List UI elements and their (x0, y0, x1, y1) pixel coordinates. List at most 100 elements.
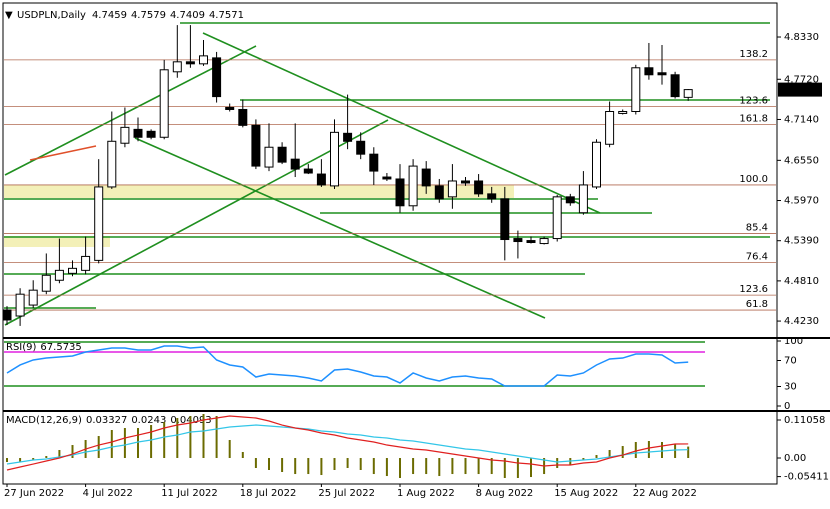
candle-body (631, 67, 641, 112)
candle-body (421, 168, 431, 187)
fib-label: 138.2 (739, 49, 768, 60)
candle-body (146, 130, 156, 138)
candle-body (605, 110, 615, 145)
y-tick-label: 4.5390 (784, 236, 819, 247)
candle-body (185, 61, 195, 65)
y-tick-label: 0 (784, 401, 790, 412)
candle-body (461, 180, 470, 184)
y-tick-label: 4.8330 (784, 32, 819, 43)
x-tick-label: 22 Aug 2022 (633, 488, 697, 499)
candle-body (199, 55, 208, 65)
candle-body (474, 180, 484, 195)
header-close: 4.7571 (209, 10, 244, 21)
candle-body (316, 173, 326, 186)
candle-body (238, 108, 248, 126)
candle-body (81, 255, 91, 271)
candle-body (578, 184, 588, 214)
price-label: 4.7571 (783, 85, 818, 96)
macd-line (6, 415, 689, 471)
y-tick-label: -0.05411 (784, 472, 829, 483)
candle-body (212, 57, 222, 98)
trendline (4, 119, 389, 326)
candle-body (539, 238, 549, 245)
symbol: USDPLN,Daily (17, 10, 86, 21)
candle-body (28, 289, 38, 306)
x-tick-label: 8 Aug 2022 (476, 488, 534, 499)
trendlines (4, 22, 770, 387)
header-open: 4.7459 (92, 10, 127, 21)
y-tick-label: 4.7720 (784, 74, 819, 85)
x-tick-label: 18 Jul 2022 (240, 488, 297, 499)
fib-label: 85.4 (746, 223, 768, 234)
candle-body (408, 165, 418, 207)
chart-header: USDPLN,Daily 4.7459 4.7579 4.7409 4.7571 (17, 10, 244, 21)
candle-body (330, 131, 339, 187)
y-tick-label: 100 (784, 336, 803, 347)
y-tick-label: 4.4810 (784, 276, 819, 287)
zone (4, 236, 110, 247)
candle-body (264, 146, 274, 168)
x-tick-label: 27 Jun 2022 (4, 488, 64, 499)
candle-body (447, 180, 457, 198)
price-box (778, 82, 822, 97)
candle-body (683, 89, 693, 98)
candle-body (41, 274, 51, 292)
candle-body (54, 269, 64, 281)
fib-label: 76.4 (746, 251, 768, 262)
x-tick-label: 11 Jul 2022 (161, 488, 218, 499)
candle-body (94, 186, 104, 261)
rsi-line (6, 345, 689, 387)
candle-body (68, 267, 77, 274)
candle-body (133, 128, 143, 138)
menu-arrow: ▼ (5, 10, 13, 21)
y-tick-label: 0.11058 (784, 415, 825, 426)
candle-body (277, 146, 287, 163)
fib-label: 100.0 (739, 174, 768, 185)
candle-body (290, 158, 300, 170)
y-tick-label: 4.7140 (784, 114, 819, 125)
rsi-name: RSI(9) (6, 342, 37, 353)
candle-body (618, 110, 628, 114)
candle-body (382, 176, 392, 180)
candle-body (434, 185, 444, 200)
candle-body (565, 196, 575, 204)
macd-value: 0.0243 (131, 415, 166, 426)
rsi-header: RSI(9) 67.5735 (6, 342, 82, 353)
candle-body (395, 178, 405, 207)
header-low: 4.7409 (170, 10, 205, 21)
fib-label: 161.8 (739, 113, 768, 124)
candle-body (513, 238, 523, 243)
candle-body (644, 67, 654, 76)
y-tick-label: 30 (784, 382, 797, 393)
candle-body (487, 193, 497, 200)
macd-line (6, 424, 689, 465)
candle-body (343, 132, 353, 142)
candle-body (526, 240, 536, 244)
x-tick-label: 25 Jul 2022 (318, 488, 375, 499)
y-tick-label: 0.00 (784, 453, 806, 464)
candle-body (15, 293, 25, 317)
candle-body (592, 141, 601, 188)
trendline (202, 32, 601, 214)
candle-body (225, 106, 235, 110)
fib-label: 123.6 (739, 284, 768, 295)
fib-label: 61.8 (746, 299, 768, 310)
zone (4, 185, 514, 198)
y-tick-label: 4.4230 (784, 316, 819, 327)
candle-body (251, 124, 261, 167)
macd-name: MACD(12,26,9) (6, 415, 82, 426)
candle-body (552, 196, 562, 240)
candle-body (500, 198, 510, 241)
rsi-value: 67.5735 (40, 342, 81, 353)
x-tick-label: 15 Aug 2022 (554, 488, 618, 499)
candle-body (670, 74, 680, 98)
y-tick-label: 4.6550 (784, 155, 819, 166)
candle-body (107, 140, 117, 188)
candle-body (2, 309, 12, 321)
header-high: 4.7579 (131, 10, 166, 21)
trendline (29, 145, 97, 161)
candle-body (303, 168, 313, 174)
macd-value: 0.03327 (86, 415, 127, 426)
